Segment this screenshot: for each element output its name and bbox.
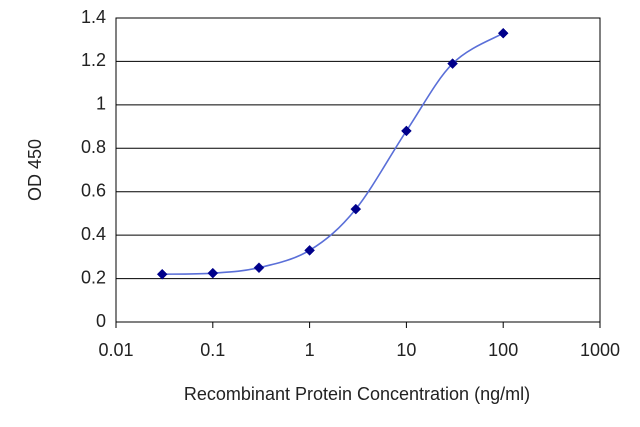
data-point-marker: [156, 268, 168, 280]
x-tick-label: 1: [305, 340, 315, 360]
y-tick-label: 0: [96, 311, 106, 331]
series-layer: [156, 27, 509, 280]
x-tick-label: 10: [396, 340, 416, 360]
y-tick-labels: 0 0.2 0.4 0.6 0.8 1 1.2 1.4: [81, 7, 106, 331]
data-point-marker: [401, 125, 412, 137]
data-point-marker: [447, 58, 458, 69]
y-tick-label: 0.6: [81, 180, 106, 200]
y-tick-label: 0.8: [81, 137, 106, 157]
data-point-marker: [304, 244, 315, 256]
x-tick-labels: 0.01 0.1 1 10 100 1000: [98, 322, 620, 360]
y-axis-title: OD 450: [25, 139, 45, 201]
y-tick-label: 1.2: [81, 50, 106, 70]
y-tick-label: 0.2: [81, 267, 106, 287]
x-tick-label: 1000: [580, 340, 620, 360]
data-point-marker: [497, 27, 509, 39]
grid-layer: [116, 60, 600, 280]
data-point-marker: [350, 203, 362, 215]
x-tick-label: 0.1: [200, 340, 225, 360]
data-point-marker: [207, 267, 219, 279]
x-tick-label: 100: [488, 340, 518, 360]
y-tick-label: 0.4: [81, 224, 106, 244]
x-tick-label: 0.01: [98, 340, 133, 360]
series-line: [162, 32, 504, 276]
y-tick-label: 1.4: [81, 7, 106, 27]
y-tick-label: 1: [96, 94, 106, 114]
x-axis-title: Recombinant Protein Concentration (ng/ml…: [184, 384, 530, 404]
data-point-marker: [253, 262, 265, 274]
plot-area-frame: [115, 17, 601, 323]
